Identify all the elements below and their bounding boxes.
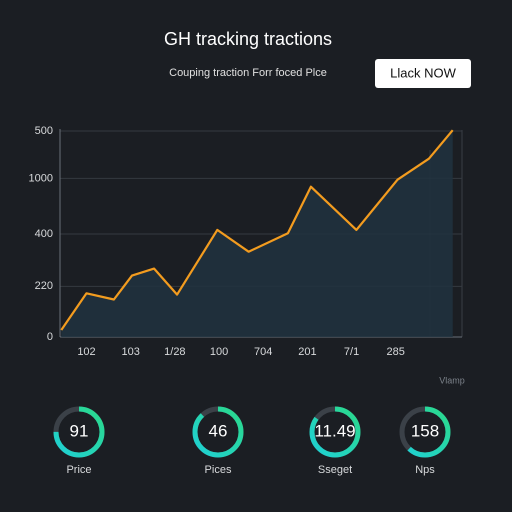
x-tick-label: 103 [122, 346, 140, 358]
x-tick-label: 285 [387, 346, 405, 358]
gauge-label: Pices [205, 464, 232, 476]
x-tick-label: 100 [210, 346, 228, 358]
x-tick-label: 1/28 [164, 346, 185, 358]
gauge-label: Sseget [318, 464, 352, 476]
gauge-arc [53, 406, 105, 458]
x-tick-label: 7/1 [344, 346, 359, 358]
gauge-value: 46 [209, 421, 228, 440]
y-tick-label: 220 [35, 280, 53, 292]
y-tick-label: 1000 [29, 172, 53, 184]
title: GH tracking tractions [164, 29, 332, 49]
gauge-arc [192, 406, 244, 458]
gauge-arc [309, 406, 361, 458]
gauge-label: Nps [415, 464, 435, 476]
button-label[interactable]: Llack NOW [390, 65, 456, 80]
gauge-value: 158 [411, 421, 439, 440]
note: Vlamp [439, 375, 465, 385]
line [60, 129, 454, 331]
y-tick-label: 0 [47, 331, 53, 343]
button[interactable] [375, 59, 471, 88]
y-tick-label: 500 [35, 125, 53, 137]
x-tick-label: 704 [254, 346, 272, 358]
subtitle: Couping traction Forr foced Plce [169, 67, 327, 79]
x-tick-label: 201 [298, 346, 316, 358]
gauge-value: 11.49 [314, 421, 355, 440]
area [61, 130, 453, 337]
gauge-value: 91 [70, 421, 89, 440]
y-tick-label: 400 [35, 228, 53, 240]
x-tick-label: 102 [77, 346, 95, 358]
gauge-arc [399, 406, 451, 458]
gauge-label: Price [66, 464, 91, 476]
